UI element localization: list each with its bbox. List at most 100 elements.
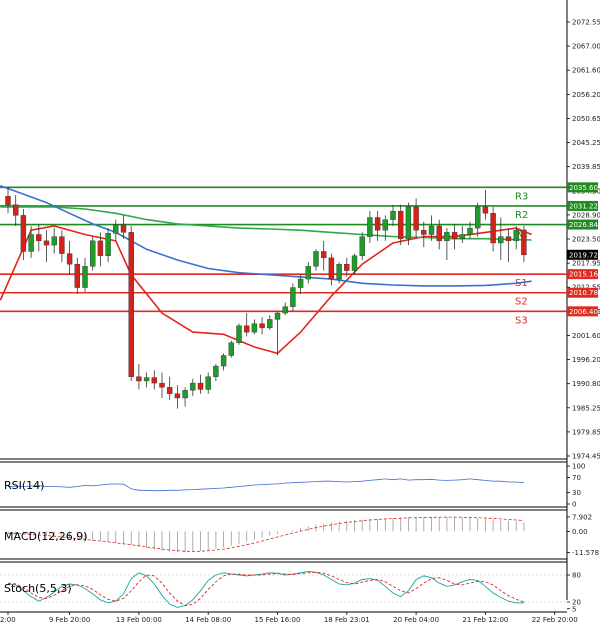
level-badge-label: 2010.78 [569,289,598,297]
current-price-marker: 2019.72 [567,249,598,260]
x-tick-label: 14 Feb 08:00 [185,616,231,624]
price-tick-label: 2017.95 [572,260,600,268]
candle-body-bullish [475,206,481,229]
x-tick-label: 15 Feb 16:00 [255,616,301,624]
rsi-tick-label: 0 [572,501,576,509]
candle-body-bullish [305,266,311,280]
level-badge-r1 [567,219,598,230]
macd-tick-label: 7.902 [572,513,592,521]
macd-panel-label: MACD(12,26,9) [4,530,88,543]
candle-body-bullish [313,251,319,267]
price-tick-label: 1985.25 [572,404,600,412]
candle-body-bearish [321,251,327,259]
candle-body-bearish [174,393,181,399]
level-name-s3: S3 [515,315,528,326]
candle-body-bearish [482,206,489,214]
price-tick-label: 2072.55 [572,19,600,27]
candle-body-bullish [390,210,396,220]
candle-body-bullish [205,376,211,390]
candle-body-bearish [66,253,73,265]
candle-body-bullish [459,234,465,239]
price-tick-label: 2061.60 [572,67,600,75]
macd-signal-line [7,516,524,552]
candle-body-bearish [505,236,512,242]
rsi-panel: 100 70 30 0 RSI(14) [4,463,585,509]
x-tick-label: 18 Feb 23:01 [324,616,370,624]
candle-body-bullish [82,266,88,288]
rsi-panel-label: RSI(14) [4,479,44,492]
rsi-line [8,478,524,492]
candle-body-bullish [143,377,150,382]
rsi-tick-label: 100 [572,463,585,471]
candle-body-bullish [297,278,304,288]
candle-body-bullish [51,236,57,246]
level-badge-s2 [567,287,598,298]
candle-body-bullish [351,255,358,271]
candle-body-bearish [436,225,442,242]
candle-body-bearish [12,204,19,216]
candle-body-bearish [328,257,335,280]
candle-body-bearish [20,215,27,252]
candle-body-bearish [59,236,65,254]
stoch-tick-label: 80 [572,572,581,580]
candle-body-bearish [197,382,204,390]
price-tick-label: 1996.20 [572,356,600,364]
candle-body-bullish [228,342,235,356]
macd-tick-label: 0.00 [572,528,588,536]
current-price-badge [567,249,598,260]
price-tick-label: 2045.25 [572,139,600,147]
level-badge-r3 [567,182,598,193]
candle-body-bearish [521,230,527,256]
macd-panel: 7.902 0.00 -11.578 MACD(12,26,9) [4,513,599,557]
stoch-panel: 80 205 Stoch(5,5,3) [0,570,581,613]
price-tick-label: 2023.50 [572,236,600,244]
price-tick-label: 2012.55 [572,284,600,292]
candle-body-bullish [405,206,412,239]
x-tick-label: 13 Feb 00:00 [116,616,162,624]
price-tick-label: 1979.85 [572,428,600,436]
stoch-k-line [7,570,524,608]
level-badge-label: 2031.22 [569,202,598,210]
level-badge-label: 2035.60 [569,184,598,192]
candle-body-bearish [151,377,158,384]
candle-body-bullish [336,264,342,280]
candle-body-bullish [367,217,373,237]
level-name-s2: S2 [515,297,528,308]
level-badge-label: 2006.40 [569,308,598,316]
candle-body-bearish [120,224,127,233]
candle-body-bearish [398,210,404,239]
price-panel: 2072.55 2067.00 2061.60 2056.20 2050.65 2045.… [0,0,600,600]
stoch-d-line [7,571,525,607]
stoch-panel-label: Stoch(5,5,3) [4,582,72,595]
candle-body-bearish [128,232,134,377]
rsi-tick-label: 30 [572,489,581,497]
macd-axis-ticks: 7.902 0.00 -11.578 [567,513,599,557]
candle-body-bearish [421,230,427,235]
candle-body-bullish [274,312,281,320]
candle-body-bullish [113,224,119,234]
price-tick-label: 2028.90 [572,211,600,219]
candle-body-bullish [89,240,96,267]
price-tick-label: 2039.85 [572,163,600,171]
candle-body-bearish [74,264,81,288]
stoch-tick-label: 5 [572,605,576,613]
candle-body-bearish [344,264,350,271]
x-tick-label: 21 Feb 12:00 [462,616,508,624]
candle-body-bullish [428,225,435,235]
candle-body-bearish [136,376,142,382]
level-badge-label: 2026.84 [569,221,598,229]
candle-body-bullish [28,234,34,252]
level-badge-s1 [567,269,598,280]
price-tick-label: 1990.80 [572,380,600,388]
current-price-label: 2019.72 [569,251,598,259]
price-tick-label: 2001.60 [572,332,600,340]
candle-body-bearish [259,323,265,329]
level-name-r3: R3 [515,191,528,202]
candle-body-bullish [105,233,111,256]
candle-body-bearish [43,240,50,246]
candle-body-bearish [451,232,458,239]
level-badge-label: 2015.16 [569,271,598,279]
candle-body-bearish [159,382,165,388]
macd-tick-label: -11.578 [572,549,599,557]
candle-body-bullish [290,287,296,307]
